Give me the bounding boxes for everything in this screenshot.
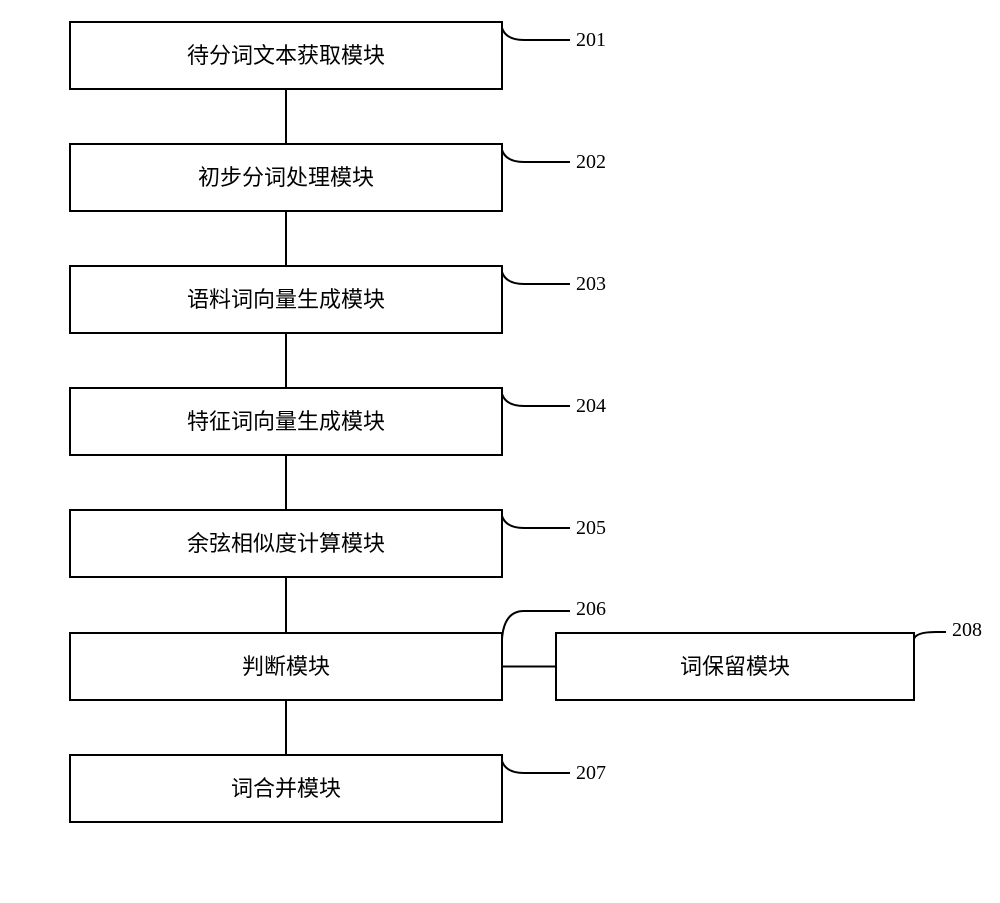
node-label-n201: 待分词文本获取模块	[187, 43, 385, 68]
leader-num-208: 208	[952, 619, 982, 641]
node-label-n206: 判断模块	[242, 654, 330, 679]
node-label-n202: 初步分词处理模块	[198, 165, 374, 190]
node-label-n205: 余弦相似度计算模块	[187, 531, 385, 556]
leader-num-204: 204	[576, 395, 606, 417]
node-label-n207: 词合并模块	[231, 776, 341, 801]
node-label-n203: 语料词向量生成模块	[187, 287, 385, 312]
leader-num-206: 206	[576, 598, 606, 620]
node-label-n208: 词保留模块	[680, 654, 790, 679]
node-label-n204: 特征词向量生成模块	[187, 409, 385, 434]
leader-num-201: 201	[576, 29, 606, 51]
leader-num-207: 207	[576, 762, 606, 784]
leader-num-205: 205	[576, 517, 606, 539]
flowchart-svg: 待分词文本获取模块初步分词处理模块语料词向量生成模块特征词向量生成模块余弦相似度…	[0, 0, 1000, 903]
leader-num-203: 203	[576, 273, 606, 295]
leader-num-202: 202	[576, 151, 606, 173]
